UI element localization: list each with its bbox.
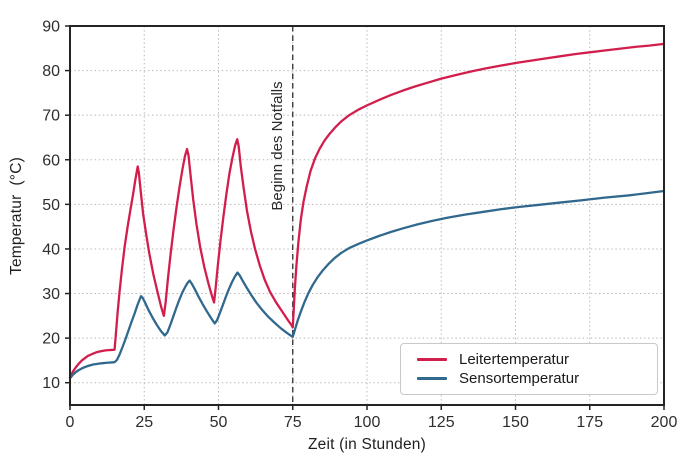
legend: Leitertemperatur Sensortemperatur bbox=[400, 343, 658, 395]
y-axis-label: Temperatur (°C) bbox=[8, 157, 25, 275]
legend-label-sensortemperatur: Sensortemperatur bbox=[459, 370, 580, 387]
y-tick-label: 10 bbox=[42, 375, 60, 392]
y-tick-label: 30 bbox=[42, 286, 60, 303]
x-tick-label: 100 bbox=[354, 414, 381, 431]
leitertemperatur-curve bbox=[68, 42, 666, 379]
x-tick-label: 150 bbox=[502, 414, 529, 431]
x-tick-label: 125 bbox=[428, 414, 455, 431]
legend-label-leitertemperatur: Leitertemperatur bbox=[459, 351, 570, 368]
x-tick-label: 25 bbox=[135, 414, 153, 431]
y-tick-label: 20 bbox=[42, 331, 60, 348]
y-tick-label: 80 bbox=[42, 63, 60, 80]
y-tick-label: 40 bbox=[42, 241, 60, 258]
sensortemperatur-line-swatch bbox=[417, 377, 447, 380]
legend-item-leitertemperatur: Leitertemperatur bbox=[417, 352, 657, 367]
x-tick-label: 0 bbox=[66, 414, 75, 431]
x-axis-label: Zeit (in Stunden) bbox=[308, 436, 426, 453]
sensortemperatur-curve bbox=[68, 189, 666, 380]
legend-item-sensortemperatur: Sensortemperatur bbox=[417, 371, 657, 386]
y-tick-label: 50 bbox=[42, 197, 60, 214]
x-tick-label: 75 bbox=[284, 414, 302, 431]
emergency-start-annotation: Beginn des Notfalls bbox=[269, 81, 286, 211]
leitertemperatur-line-swatch bbox=[417, 358, 447, 361]
x-tick-label: 175 bbox=[576, 414, 603, 431]
y-tick-label: 90 bbox=[42, 19, 60, 36]
y-tick-label: 60 bbox=[42, 152, 60, 169]
x-tick-label: 50 bbox=[210, 414, 228, 431]
y-tick-label: 70 bbox=[42, 108, 60, 125]
x-tick-label: 200 bbox=[651, 414, 678, 431]
